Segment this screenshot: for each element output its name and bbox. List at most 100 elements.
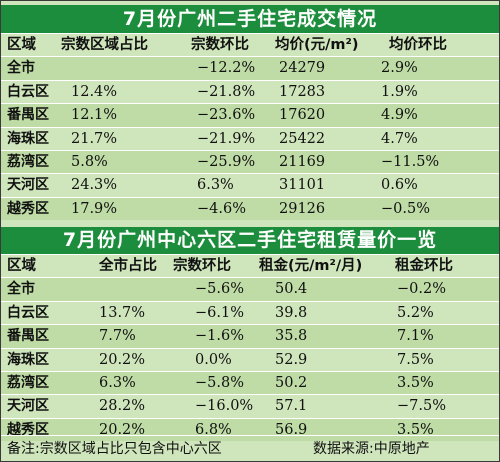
table-row: 天河区 24.3% 6.3% 31101 0.6% [1, 173, 499, 196]
table-cell: 2.9% [381, 60, 418, 77]
table-cell: 21169 [279, 153, 326, 170]
table-cell: 12.4% [71, 83, 118, 100]
table-cell: 31101 [279, 177, 326, 194]
header-district: 区域 [7, 258, 36, 274]
district-name: 海珠区 [7, 130, 49, 147]
table-row: 荔湾区 6.3% −5.8% 50.2 3.5% [1, 370, 499, 395]
table-cell: −23.6% [197, 107, 256, 124]
table-cell: 1.9% [381, 83, 418, 100]
table-row: 荔湾区 5.8% −25.9% 21169 −11.5% [1, 149, 499, 174]
table1-title: 7月份广州二手住宅成交情况 [1, 5, 499, 33]
table-cell: −5.8% [195, 374, 244, 391]
table-cell: 13.7% [99, 304, 146, 321]
table-cell: 24.3% [71, 177, 118, 194]
table-cell: 35.8 [275, 328, 308, 345]
footer-note: 备注:宗数区域占比只包含中心六区 [7, 441, 222, 457]
table-row: 全市 −12.2% 24279 2.9% [1, 56, 499, 80]
table-cell: 3.5% [397, 421, 434, 438]
table-cell: 20.2% [99, 421, 146, 438]
table1-sale: 区域 宗数区域占比 宗数环比 均价(元/m²) 均价环比 全市 −12.2% 242… [1, 33, 499, 221]
table2-title: 7月份广州中心六区二手住宅租赁量价一览 [1, 227, 499, 254]
table-cell: −5.6% [195, 281, 244, 298]
district-name: 番禺区 [7, 328, 49, 345]
table-cell: −0.5% [381, 200, 430, 217]
header-rent-mom: 租金环比 [395, 258, 453, 274]
table-row: 番禺区 12.1% −23.6% 17620 4.9% [1, 103, 499, 127]
table-cell: 4.7% [381, 130, 418, 147]
table-row: 越秀区 17.9% −4.6% 29126 −0.5% [1, 196, 499, 221]
table-cell: −1.6% [195, 328, 244, 345]
table-cell: −0.2% [397, 281, 446, 298]
table-cell: −11.5% [381, 153, 440, 170]
district-name: 全市 [7, 60, 35, 77]
table-cell: 50.4 [275, 281, 308, 298]
district-name: 荔湾区 [7, 374, 49, 391]
table-cell: −12.2% [197, 60, 256, 77]
district-name: 白云区 [7, 304, 49, 321]
table-cell: 12.1% [71, 107, 118, 124]
table-cell: 5.2% [397, 304, 434, 321]
table2-header-row: 区域 全市占比 宗数环比 租金(元/m²/月) 租金环比 [1, 254, 499, 277]
header-price-mom: 均价环比 [389, 37, 447, 53]
table-cell: 3.5% [397, 374, 434, 391]
district-name: 海珠区 [7, 351, 49, 368]
table-cell: 39.8 [275, 304, 308, 321]
table-cell: 50.2 [275, 374, 308, 391]
table-row: 番禺区 7.7% −1.6% 35.8 7.1% [1, 324, 499, 348]
table-row: 白云区 13.7% −6.1% 39.8 5.2% [1, 300, 499, 324]
table2-rent: 区域 全市占比 宗数环比 租金(元/m²/月) 租金环比 全市 −5.6% 50.4… [1, 254, 499, 442]
table-cell: 6.3% [197, 177, 234, 194]
table-cell: 0.6% [381, 177, 418, 194]
table-cell: 28.2% [99, 398, 146, 415]
header-city-share: 全市占比 [99, 258, 157, 274]
header-avg-price: 均价(元/m²) [275, 37, 359, 53]
district-name: 全市 [7, 281, 35, 298]
table-row: 全市 −5.6% 50.4 −0.2% [1, 277, 499, 301]
table-cell: 7.7% [99, 328, 136, 345]
header-volume-mom: 宗数环比 [191, 37, 249, 53]
table-cell: 57.1 [275, 398, 308, 415]
district-name: 天河区 [7, 398, 49, 415]
table-row: 海珠区 21.7% −21.9% 25422 4.7% [1, 126, 499, 150]
table-cell: 21.7% [71, 130, 118, 147]
table-cell: −4.6% [197, 200, 246, 217]
footer: 备注:宗数区域占比只包含中心六区 数据来源:中原地产 [1, 435, 499, 462]
table-cell: −6.1% [195, 304, 244, 321]
table-cell: 6.3% [99, 374, 136, 391]
header-volume-mom: 宗数环比 [173, 258, 231, 274]
table-cell: 29126 [279, 200, 326, 217]
table-cell: 4.9% [381, 107, 418, 124]
table-cell: 7.5% [397, 351, 434, 368]
table-cell: 20.2% [99, 351, 146, 368]
table-cell: 17283 [279, 83, 326, 100]
table-row: 白云区 12.4% −21.8% 17283 1.9% [1, 79, 499, 103]
table-row: 海珠区 20.2% 0.0% 52.9 7.5% [1, 347, 499, 371]
district-name: 越秀区 [7, 421, 49, 438]
table-row: 天河区 28.2% −16.0% 57.1 −7.5% [1, 394, 499, 417]
district-name: 荔湾区 [7, 153, 49, 170]
table-cell: 56.9 [275, 421, 308, 438]
table-cell: 0.0% [195, 351, 232, 368]
district-name: 白云区 [7, 83, 49, 100]
table-cell: −7.5% [397, 398, 446, 415]
table1-header-row: 区域 宗数区域占比 宗数环比 均价(元/m²) 均价环比 [1, 33, 499, 56]
header-district: 区域 [7, 37, 36, 53]
table-cell: 7.1% [397, 328, 434, 345]
table-cell: −21.9% [197, 130, 256, 147]
header-share: 宗数区域占比 [61, 37, 148, 53]
footer-source: 数据来源:中原地产 [313, 441, 430, 457]
table-cell: −16.0% [195, 398, 254, 415]
table-cell: 24279 [279, 60, 326, 77]
table-cell: −21.8% [197, 83, 256, 100]
table-cell: 6.8% [195, 421, 232, 438]
header-rent: 租金(元/m²/月) [259, 258, 363, 274]
district-name: 天河区 [7, 177, 49, 194]
table-cell: 25422 [279, 130, 326, 147]
table-cell: 17620 [279, 107, 326, 124]
table-cell: −25.9% [197, 153, 256, 170]
table-cell: 52.9 [275, 351, 308, 368]
district-name: 越秀区 [7, 200, 49, 217]
table-cell: 17.9% [71, 200, 118, 217]
district-name: 番禺区 [7, 107, 49, 124]
